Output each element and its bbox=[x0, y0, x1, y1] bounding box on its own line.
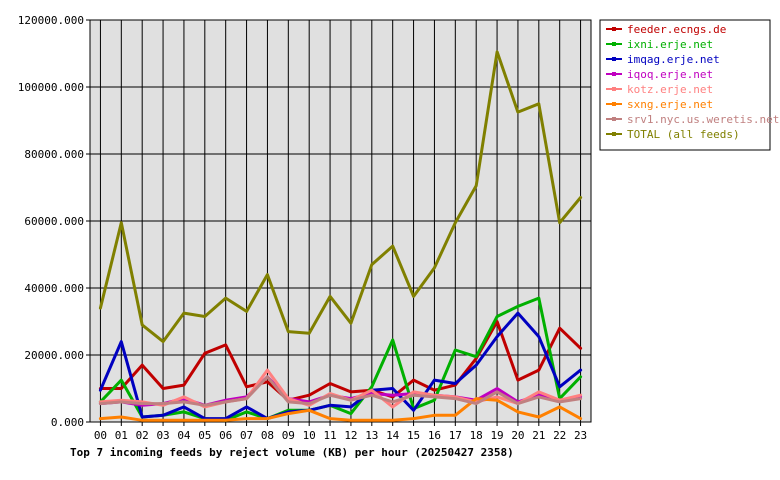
series-line-2 bbox=[98, 311, 583, 421]
x-tick-label: 13 bbox=[365, 429, 378, 442]
legend-label: imqag.erje.net bbox=[627, 53, 720, 66]
legend-label: srv1.nyc.us.weretis.net bbox=[627, 113, 779, 126]
x-tick-label: 11 bbox=[323, 429, 336, 442]
legend-marker bbox=[612, 87, 616, 91]
y-tick-labels: 0.000 20000.000 40000.000 60000.000 80000.00… bbox=[18, 14, 84, 429]
x-tick-label: 01 bbox=[115, 429, 128, 442]
x-tick-label: 22 bbox=[553, 429, 566, 442]
legend-label: feeder.ecngs.de bbox=[627, 23, 726, 36]
x-tick-label: 04 bbox=[177, 429, 191, 442]
x-tick-label: 05 bbox=[198, 429, 211, 442]
series-line-5 bbox=[98, 397, 583, 422]
legend-box bbox=[599, 19, 771, 151]
x-tick-label: 10 bbox=[303, 429, 316, 442]
x-tick-label: 14 bbox=[386, 429, 400, 442]
legend-label: kotz.erje.net bbox=[627, 83, 713, 96]
y-tick-label: 40000.000 bbox=[24, 282, 84, 295]
legend-marker bbox=[612, 27, 616, 31]
axes bbox=[86, 19, 592, 426]
x-tick-label: 23 bbox=[574, 429, 587, 442]
legend-marker bbox=[612, 42, 616, 46]
series-lines bbox=[98, 50, 583, 422]
x-tick-label: 12 bbox=[344, 429, 357, 442]
series-line-1 bbox=[98, 296, 583, 422]
legend-label: TOTAL (all feeds) bbox=[627, 128, 740, 141]
x-tick-label: 03 bbox=[156, 429, 169, 442]
x-tick-label: 15 bbox=[407, 429, 420, 442]
x-tick-label: 06 bbox=[219, 429, 232, 442]
y-tick-label: 80000.000 bbox=[24, 148, 84, 161]
series-line-7 bbox=[98, 50, 583, 344]
x-tick-label: 20 bbox=[511, 429, 524, 442]
series-line-6 bbox=[98, 375, 583, 407]
x-tick-label: 16 bbox=[428, 429, 441, 442]
x-tick-label: 07 bbox=[240, 429, 253, 442]
y-tick-label: 0.000 bbox=[51, 416, 84, 429]
legend-label: sxng.erje.net bbox=[627, 98, 713, 111]
x-tick-label: 19 bbox=[490, 429, 503, 442]
y-tick-label: 60000.000 bbox=[24, 215, 84, 228]
x-tick-label: 02 bbox=[136, 429, 149, 442]
legend-marker bbox=[612, 72, 616, 76]
y-tick-label: 20000.000 bbox=[24, 349, 84, 362]
x-tick-label: 08 bbox=[261, 429, 274, 442]
x-tick-label: 21 bbox=[532, 429, 545, 442]
x-tick-label: 17 bbox=[449, 429, 462, 442]
legend-label: ixni.erje.net bbox=[627, 38, 713, 51]
legend-label: iqoq.erje.net bbox=[627, 68, 713, 81]
chart-title: Top 7 incoming feeds by reject volume (K… bbox=[70, 446, 514, 459]
x-tick-label: 00 bbox=[94, 429, 107, 442]
legend: feeder.ecngs.de ixni.erje.net imqag.erje.n… bbox=[599, 19, 779, 151]
x-tick-label: 09 bbox=[282, 429, 295, 442]
x-tick-label: 18 bbox=[470, 429, 483, 442]
legend-marker bbox=[612, 132, 616, 136]
legend-marker bbox=[612, 117, 616, 121]
legend-marker bbox=[612, 57, 616, 61]
x-tick-labels: 00 01 02 03 04 05 06 07 08 09 10 11 12 13 14 15 16 17 18 19… bbox=[94, 429, 587, 442]
y-tick-label: 100000.000 bbox=[18, 81, 84, 94]
y-tick-label: 120000.000 bbox=[18, 14, 84, 27]
legend-marker bbox=[612, 102, 616, 106]
